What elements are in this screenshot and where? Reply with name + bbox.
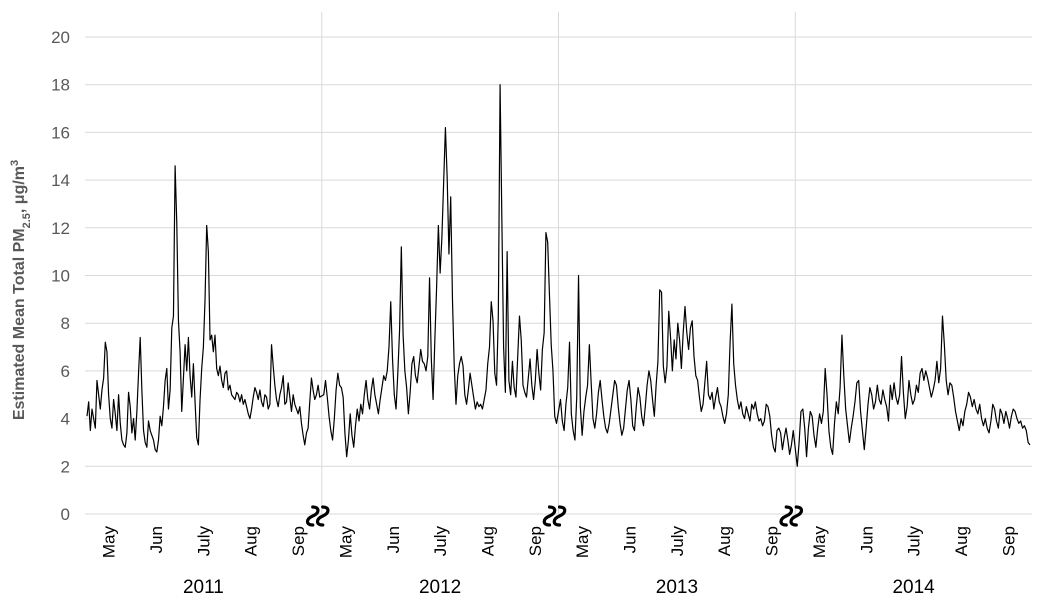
x-month-labels: May Jun July Aug Sep May Jun July Aug Sep May Jun Ju… [100,526,1019,559]
pm25-series-line [86,84,1031,467]
x-month-label: Sep [763,526,782,556]
x-month-label: Jun [147,526,166,553]
y-axis-title-main: Estimated Mean Total PM [11,228,28,420]
y-tick-label: 8 [61,314,70,333]
axis-break-squiggle [305,505,320,527]
x-year-labels: 2011 2012 2013 2014 [183,577,935,598]
x-month-label: July [194,526,213,557]
x-month-label: Aug [479,526,498,556]
x-month-label: Jun [621,526,640,553]
x-year-label: 2012 [419,577,461,598]
y-tick-label: 20 [51,28,70,47]
x-month-label: Aug [715,526,734,556]
x-year-label: 2014 [892,577,935,598]
y-tick-label: 16 [51,123,70,142]
x-month-label: May [810,526,829,559]
x-month-label: Sep [526,526,545,556]
y-tick-label: 12 [51,219,70,238]
x-month-label: July [905,526,924,557]
y-tick-label: 14 [51,171,70,190]
y-axis-title-unit: , μg/m [11,166,28,213]
y-tick-label: 18 [51,76,70,95]
y-tick-label: 2 [61,457,70,476]
x-month-label: May [100,526,119,559]
x-month-label: Jun [384,526,403,553]
x-month-label: May [336,526,355,559]
y-tick-labels: 0 2 4 6 8 10 12 14 16 18 20 [51,28,70,524]
y-tick-label: 4 [61,410,70,429]
x-month-label: Jun [857,526,876,553]
y-axis-title-superscript: 3 [9,160,21,166]
x-month-label: May [573,526,592,559]
x-month-label: July [431,526,450,557]
year-separators [321,12,796,514]
y-tick-label: 0 [61,505,70,524]
x-year-label: 2013 [656,577,698,598]
axis-break-squiggle [315,505,330,527]
axis-break-squiggle [779,505,794,527]
y-tick-label: 10 [51,267,70,286]
x-month-label: Sep [289,526,308,556]
y-axis-title: Estimated Mean Total PM2.5, μg/m3 [9,160,33,420]
y-axis-title-subscript: 2.5 [21,213,33,228]
x-month-label: Sep [999,526,1018,556]
y-tick-label: 6 [61,362,70,381]
x-month-label: Aug [952,526,971,556]
axis-break-squiggle [542,505,557,527]
axis-break-squiggle [789,505,804,527]
series-line-path [86,84,1031,467]
axis-break-squiggle [552,505,567,527]
axis-break-markers [305,505,804,527]
x-month-label: Aug [242,526,261,556]
x-year-label: 2011 [183,577,224,598]
x-month-label: July [668,526,687,557]
